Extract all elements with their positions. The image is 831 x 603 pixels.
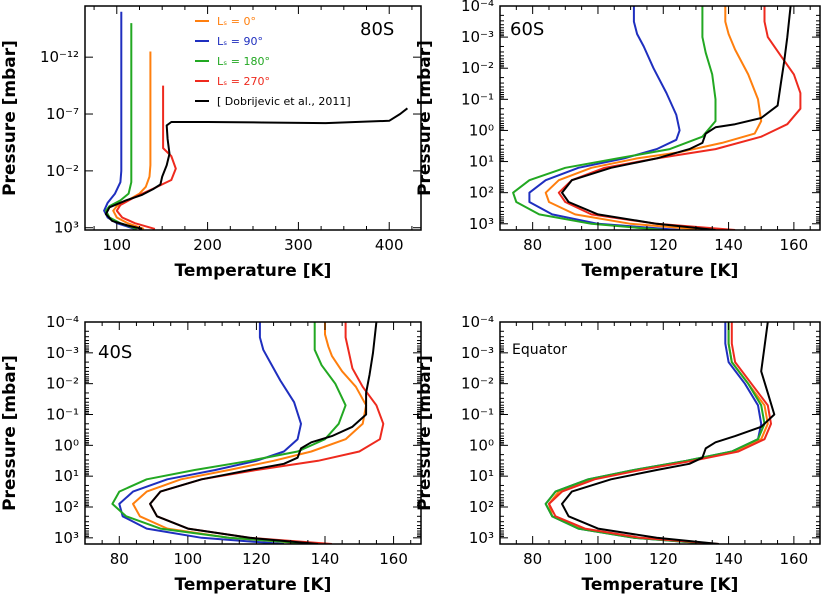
series-line-ls90	[528, 6, 681, 230]
y-tick-label: 10⁰	[469, 436, 494, 454]
y-tick-label: 10⁻⁴	[46, 313, 79, 331]
x-tick-label: 400	[375, 236, 404, 254]
y-tick-label: 10¹	[469, 467, 494, 485]
series-line-dobrijevic	[561, 322, 776, 544]
x-tick-label: 160	[379, 550, 408, 568]
x-tick-label: 80	[523, 236, 542, 254]
legend-label-ls270: Lₛ = 270°	[217, 75, 270, 88]
y-axis-label: Pressure [mbar]	[415, 40, 435, 196]
x-tick-label: 140	[714, 550, 743, 568]
panel-title: Equator	[512, 342, 567, 358]
series-line-ls0	[548, 322, 769, 544]
y-tick-label: 10²	[54, 498, 79, 516]
panel-title: 40S	[98, 342, 132, 363]
x-axis-label: Temperature [K]	[582, 261, 739, 281]
series-line-dobrijevic	[149, 322, 378, 544]
x-tick-label: 300	[284, 236, 313, 254]
y-tick-label: 10⁻⁷	[46, 105, 79, 123]
series-line-ls180	[512, 6, 717, 230]
y-tick-label: 10⁰	[469, 121, 494, 139]
y-tick-label: 10⁻²	[461, 59, 494, 77]
series-group	[512, 6, 802, 230]
x-tick-label: 200	[193, 236, 222, 254]
series-line-ls270	[548, 322, 772, 544]
y-tick-label: 10³	[54, 529, 79, 547]
y-tick-label: 10⁻³	[461, 344, 494, 362]
x-tick-label: 160	[780, 236, 809, 254]
y-tick-label: 10⁰	[54, 436, 79, 454]
y-tick-label: 10¹	[54, 467, 79, 485]
x-axis-label: Temperature [K]	[175, 575, 332, 595]
series-line-ls0	[544, 6, 763, 230]
x-axis-label: Temperature [K]	[175, 261, 332, 281]
y-tick-label: 10²	[469, 498, 494, 516]
series-line-ls0	[132, 322, 368, 544]
y-tick-label: 10³	[54, 219, 79, 237]
y-tick-label: 10⁻¹²	[40, 48, 79, 66]
y-tick-label: 10⁻³	[46, 344, 79, 362]
y-tick-label: 10⁻²	[46, 375, 79, 393]
panel-60s: 80 100 120 140 160 10³ 10² 10¹ 10⁰ 10⁻¹ 10⁻² 10⁻³ 10…	[415, 0, 821, 281]
series-line-dobrijevic	[561, 6, 792, 230]
x-tick-label: 100	[584, 236, 613, 254]
x-tick-label: 100	[584, 550, 613, 568]
series-group	[103, 11, 409, 230]
y-tick-label: 10⁻¹	[461, 90, 494, 108]
y-tick-label: 10⁻³	[461, 28, 494, 46]
series-group	[111, 322, 385, 544]
y-tick-label: 10⁻⁴	[461, 0, 494, 15]
series-line-ls270	[557, 6, 802, 230]
series-line-ls0	[112, 51, 152, 230]
series-line-ls90	[118, 322, 302, 544]
x-tick-label: 120	[649, 550, 678, 568]
y-axis-label: Pressure [mbar]	[0, 355, 20, 511]
legend-label-ls0: Lₛ = 0°	[217, 15, 256, 28]
y-tick-label: 10⁻¹	[461, 406, 494, 424]
x-tick-label: 80	[110, 550, 129, 568]
series-line-ls90	[544, 322, 763, 544]
panel-title: 80S	[360, 19, 394, 40]
x-tick-label: 120	[649, 236, 678, 254]
y-tick-label: 10³	[469, 529, 494, 547]
series-line-ls90	[103, 11, 136, 230]
x-tick-label: 100	[174, 550, 203, 568]
x-tick-label: 140	[714, 236, 743, 254]
x-axis-label: Temperature [K]	[582, 575, 739, 595]
y-axis-label: Pressure [mbar]	[415, 355, 435, 511]
series-line-ls270	[115, 85, 177, 230]
y-tick-label: 10¹	[469, 153, 494, 171]
y-axis-label: Pressure [mbar]	[0, 40, 20, 196]
y-tick-label: 10³	[469, 215, 494, 233]
series-group	[544, 322, 776, 544]
x-tick-label: 80	[523, 550, 542, 568]
y-tick-label: 10⁻²	[46, 162, 79, 180]
legend: Lₛ = 0° Lₛ = 90° Lₛ = 180° Lₛ = 270° [ Dobri…	[195, 15, 351, 108]
y-tick-label: 10⁻¹	[46, 406, 79, 424]
y-tick-label: 10⁻²	[461, 375, 494, 393]
legend-label-ls180: Lₛ = 180°	[217, 55, 270, 68]
x-tick-label: 140	[311, 550, 340, 568]
series-line-dobrijevic	[104, 107, 409, 230]
panel-title: 60S	[510, 19, 544, 40]
y-tick-label: 10²	[469, 184, 494, 202]
y-tick-label: 10⁻⁴	[461, 313, 494, 331]
plot-frame	[84, 321, 422, 545]
legend-label-dobrijevic: [ Dobrijevic et al., 2011]	[217, 95, 351, 108]
x-tick-label: 160	[780, 550, 809, 568]
legend-label-ls90: Lₛ = 90°	[217, 35, 263, 48]
x-tick-label: 100	[102, 236, 131, 254]
panel-80s: 100 200 300 400 10³ 10⁻² 10⁻⁷ 10⁻¹² Temperature …	[0, 5, 422, 281]
panel-equator: 80 100 120 140 160 10³ 10² 10¹ 10⁰ 10⁻¹ 10⁻² 10⁻³ 10…	[415, 313, 821, 595]
panel-40s: 80 100 120 140 160 10³ 10² 10¹ 10⁰ 10⁻¹ 10⁻² 10⁻³ 10…	[0, 313, 422, 595]
series-line-ls180	[544, 322, 766, 544]
x-tick-label: 120	[242, 550, 271, 568]
series-line-ls180	[111, 322, 347, 544]
